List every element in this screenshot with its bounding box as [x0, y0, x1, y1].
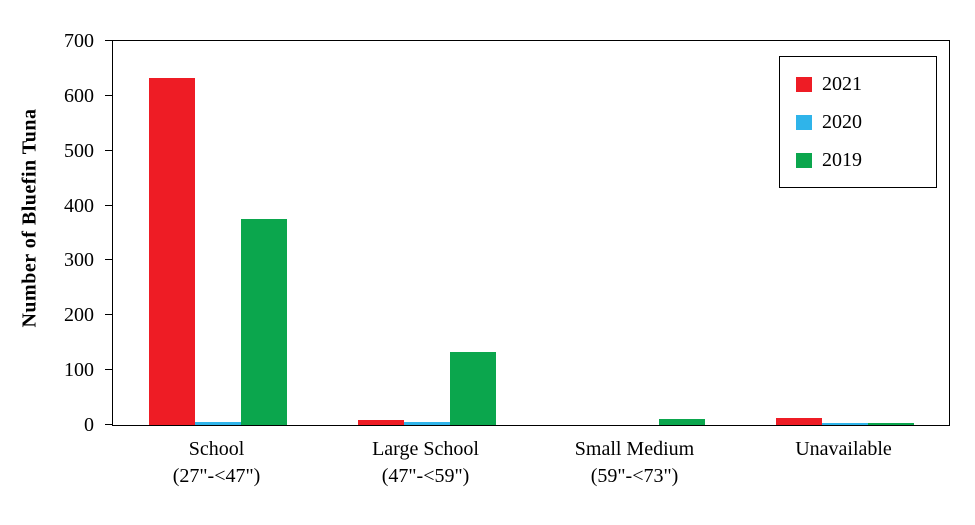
y-tick-label-0: 0 — [84, 414, 94, 436]
y-tick-mark-300 — [105, 259, 112, 261]
x-label-line1: Large School — [372, 438, 479, 460]
y-tick-label-700: 700 — [64, 30, 94, 52]
y-tick-label-600: 600 — [64, 84, 94, 107]
bar-group-small-medium — [531, 41, 740, 425]
legend: 2021 2020 2019 — [779, 56, 937, 188]
y-tick-label-500: 500 — [64, 139, 94, 162]
legend-label-2020: 2020 — [822, 110, 862, 133]
legend-item-2021: 2021 — [796, 65, 936, 103]
bar-2020-unavailable — [821, 422, 868, 425]
x-label-line2: (59"-<73") — [590, 465, 679, 487]
x-label-school: School (27"-<47") — [112, 436, 321, 490]
bar-group-unavailable — [740, 41, 949, 425]
plot-area — [112, 40, 950, 426]
x-label-unavailable: Unavailable — [739, 436, 948, 490]
bar-2021-school — [148, 78, 195, 425]
legend-label-2019: 2019 — [822, 148, 862, 171]
bar-2019-large-school — [449, 352, 496, 425]
x-label-line2: (27"-<47") — [172, 465, 261, 487]
y-tick-mark-200 — [105, 314, 112, 316]
x-label-line1: Unavailable — [795, 438, 892, 460]
legend-item-2020: 2020 — [796, 103, 936, 141]
legend-swatch-2019 — [796, 152, 812, 168]
y-tick-mark-500 — [105, 149, 112, 151]
y-tick-mark-100 — [105, 369, 112, 371]
y-tick-mark-0 — [105, 424, 112, 425]
x-label-small-medium: Small Medium (59"-<73") — [530, 436, 739, 490]
x-label-line2: (47"-<59") — [381, 465, 470, 487]
y-axis: 0 100 200 300 400 500 600 700 — [0, 30, 112, 436]
bar-2019-unavailable — [867, 422, 914, 425]
bar-2019-school — [240, 219, 287, 425]
bar-2021-unavailable — [775, 417, 822, 425]
legend-item-2019: 2019 — [796, 141, 936, 179]
bar-2019-small-medium — [658, 419, 705, 425]
x-label-line1: School — [188, 438, 245, 460]
bar-2021-large-school — [357, 419, 404, 425]
legend-swatch-2021 — [796, 76, 812, 92]
y-tick-mark-600 — [105, 94, 112, 96]
y-tick-label-100: 100 — [64, 359, 94, 382]
x-label-large-school: Large School (47"-<59") — [321, 436, 530, 490]
y-tick-label-300: 300 — [64, 249, 94, 272]
y-tick-mark-700 — [105, 40, 112, 41]
legend-label-2021: 2021 — [822, 72, 862, 95]
legend-swatch-2020 — [796, 114, 812, 130]
y-tick-label-200: 200 — [64, 304, 94, 327]
bar-2020-school — [194, 421, 241, 425]
bar-group-school — [113, 41, 322, 425]
x-axis: School (27"-<47") Large School (47"-<59") Sm… — [112, 436, 948, 490]
bar-2020-large-school — [403, 421, 450, 425]
bar-group-large-school — [322, 41, 531, 425]
x-label-line1: Small Medium — [574, 438, 695, 460]
y-tick-label-400: 400 — [64, 194, 94, 217]
y-tick-mark-400 — [105, 204, 112, 206]
